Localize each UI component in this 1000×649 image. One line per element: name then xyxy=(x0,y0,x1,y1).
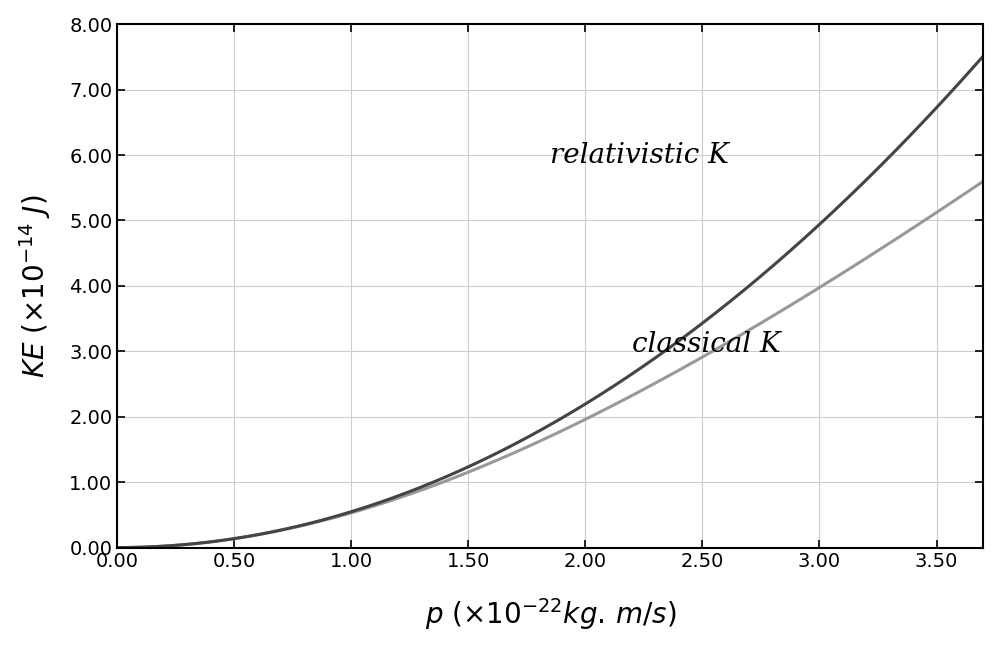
X-axis label: $p$ $(\times10^{-22}kg.\,m/s)$: $p$ $(\times10^{-22}kg.\,m/s)$ xyxy=(425,596,676,632)
Y-axis label: $KE$ $(\times10^{-14}$ $J)$: $KE$ $(\times10^{-14}$ $J)$ xyxy=(17,194,53,378)
Text: classical K: classical K xyxy=(632,331,781,358)
Text: relativistic K: relativistic K xyxy=(550,141,729,169)
